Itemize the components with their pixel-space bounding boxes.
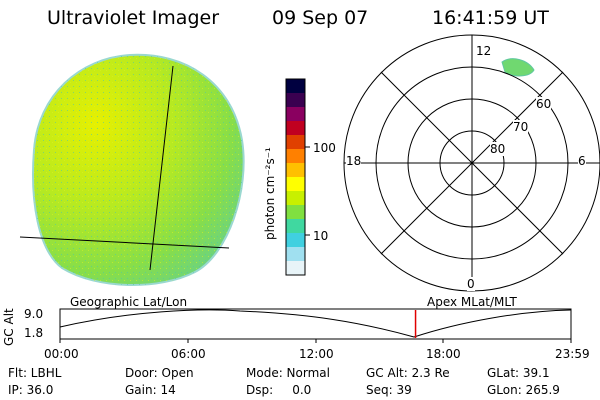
colorbar-segment: [286, 191, 305, 206]
meridian-line: [149, 65, 174, 271]
colorbar-segment: [286, 93, 305, 108]
mlt-label-6: 6: [578, 154, 586, 168]
latitude-line: [19, 236, 230, 249]
door-status: Door: Open: [125, 366, 194, 380]
colorbar-segment: [286, 261, 305, 276]
colorbar-segment: [286, 177, 305, 192]
apex-label: Apex MLat/MLT: [427, 295, 517, 309]
lat-label-60: 60: [536, 97, 552, 111]
colorbar-segment: [286, 219, 305, 234]
lat-label-80: 80: [490, 142, 506, 156]
filter-status: Flt: LBHL: [8, 366, 62, 380]
glon-status: GLon: 265.9: [487, 383, 560, 397]
x-tick-1200: 12:00: [299, 347, 334, 361]
gc-alt-status: GC Alt: 2.3 Re: [366, 366, 450, 380]
ip-status: IP: 36.0: [8, 383, 54, 397]
colorbar-segment: [286, 135, 305, 150]
mode-status: Mode: Normal: [246, 366, 330, 380]
colorbar-segment: [286, 107, 305, 122]
geographic-label: Geographic Lat/Lon: [70, 295, 188, 309]
seq-status: Seq: 39: [366, 383, 412, 397]
glat-status: GLat: 39.1: [487, 366, 550, 380]
colorbar-segment: [286, 247, 305, 262]
mlt-label-18: 18: [346, 154, 362, 168]
date-label: 09 Sep 07: [272, 7, 369, 29]
colorbar-tick-100: 100: [313, 141, 336, 155]
gain-status: Gain: 14: [125, 383, 176, 397]
time-label: 16:41:59 UT: [432, 7, 549, 29]
x-tick-0600: 06:00: [171, 347, 206, 361]
app-title: Ultraviolet Imager: [47, 7, 220, 29]
x-tick-0000: 00:00: [44, 347, 79, 361]
lat-label-70: 70: [513, 120, 529, 134]
mlt-label-12: 12: [476, 44, 492, 58]
colorbar-segment: [286, 149, 305, 164]
colorbar-segment: [286, 205, 305, 220]
x-tick-1800: 18:00: [426, 347, 461, 361]
timeline-y-tick-low: 1.8: [24, 326, 44, 340]
polar-aurora-patch: [501, 58, 535, 77]
timeline-y-tick-high: 9.0: [24, 307, 44, 321]
colorbar-tick-10: 10: [313, 229, 329, 243]
colorbar-segment: [286, 121, 305, 136]
colorbar-segment: [286, 163, 305, 178]
x-tick-2359: 23:59: [555, 347, 590, 361]
colorbar-segment: [286, 233, 305, 248]
colorbar-segment: [286, 79, 305, 94]
dsp-status: Dsp: 0.0: [246, 383, 312, 397]
altitude-curve: [59, 309, 572, 338]
mlt-label-0: 0: [467, 277, 475, 291]
